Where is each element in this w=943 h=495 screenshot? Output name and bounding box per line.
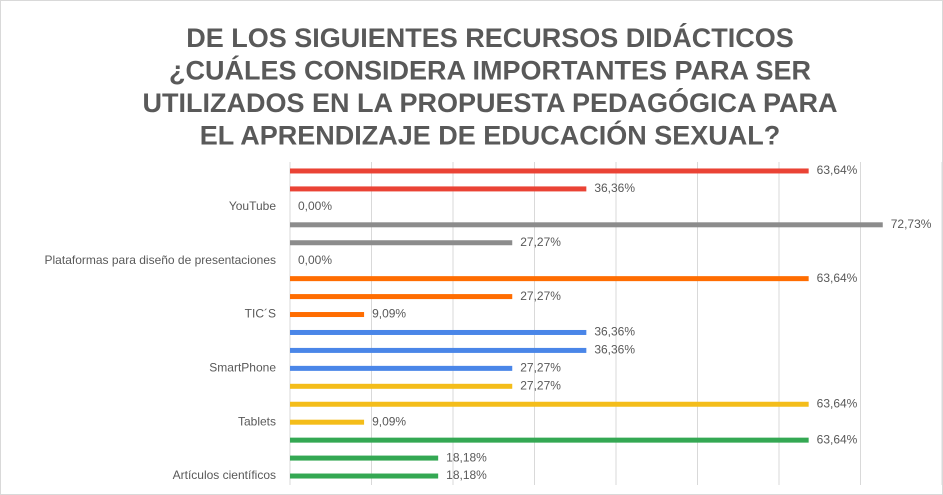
bar [290, 222, 883, 228]
data-label: 36,36% [594, 325, 635, 339]
bar [290, 455, 439, 461]
bar [290, 312, 365, 318]
bar [290, 365, 513, 371]
chart-title: ¿CUÁLES CONSIDERA IMPORTANTES PARA SER [169, 55, 811, 86]
data-label: 18,18% [446, 450, 487, 464]
y-tick-label: SmartPhone [209, 361, 276, 375]
y-tick-label: TIC´S [245, 307, 276, 321]
data-label: 36,36% [594, 181, 635, 195]
y-tick-label: Plataformas para diseño de presentacione… [45, 253, 276, 267]
bar [290, 186, 587, 192]
data-label: 0,00% [298, 199, 332, 213]
bar [290, 294, 513, 300]
chart-title: DE LOS SIGUIENTES RECURSOS DIDÁCTICOS [186, 22, 794, 53]
bar [290, 437, 809, 443]
data-label: 63,64% [817, 163, 858, 177]
bar [290, 419, 365, 425]
data-label: 18,18% [446, 468, 487, 482]
data-label: 63,64% [817, 396, 858, 410]
data-label: 63,64% [817, 271, 858, 285]
data-label: 63,64% [817, 432, 858, 446]
bar [290, 240, 513, 246]
data-label: 36,36% [594, 343, 635, 357]
data-label: 9,09% [372, 307, 406, 321]
data-label: 0,00% [298, 253, 332, 267]
bar [290, 276, 809, 282]
bar [290, 383, 513, 389]
y-tick-label: Tablets [238, 414, 276, 428]
y-tick-label: Artículos científicos [173, 468, 276, 482]
data-label: 27,27% [520, 235, 561, 249]
bar [290, 401, 809, 407]
y-tick-label: YouTube [229, 199, 276, 213]
chart-title: UTILIZADOS EN LA PROPUESTA PEDAGÓGICA PA… [142, 87, 837, 118]
bar [290, 168, 809, 174]
data-label: 27,27% [520, 289, 561, 303]
chart-title: EL APRENDIZAJE DE EDUCACIÓN SEXUAL? [200, 120, 781, 151]
data-label: 27,27% [520, 361, 561, 375]
data-label: 9,09% [372, 414, 406, 428]
bar [290, 329, 587, 335]
bar [290, 347, 587, 353]
bar [290, 473, 439, 479]
data-label: 72,73% [891, 217, 932, 231]
data-label: 27,27% [520, 378, 561, 392]
